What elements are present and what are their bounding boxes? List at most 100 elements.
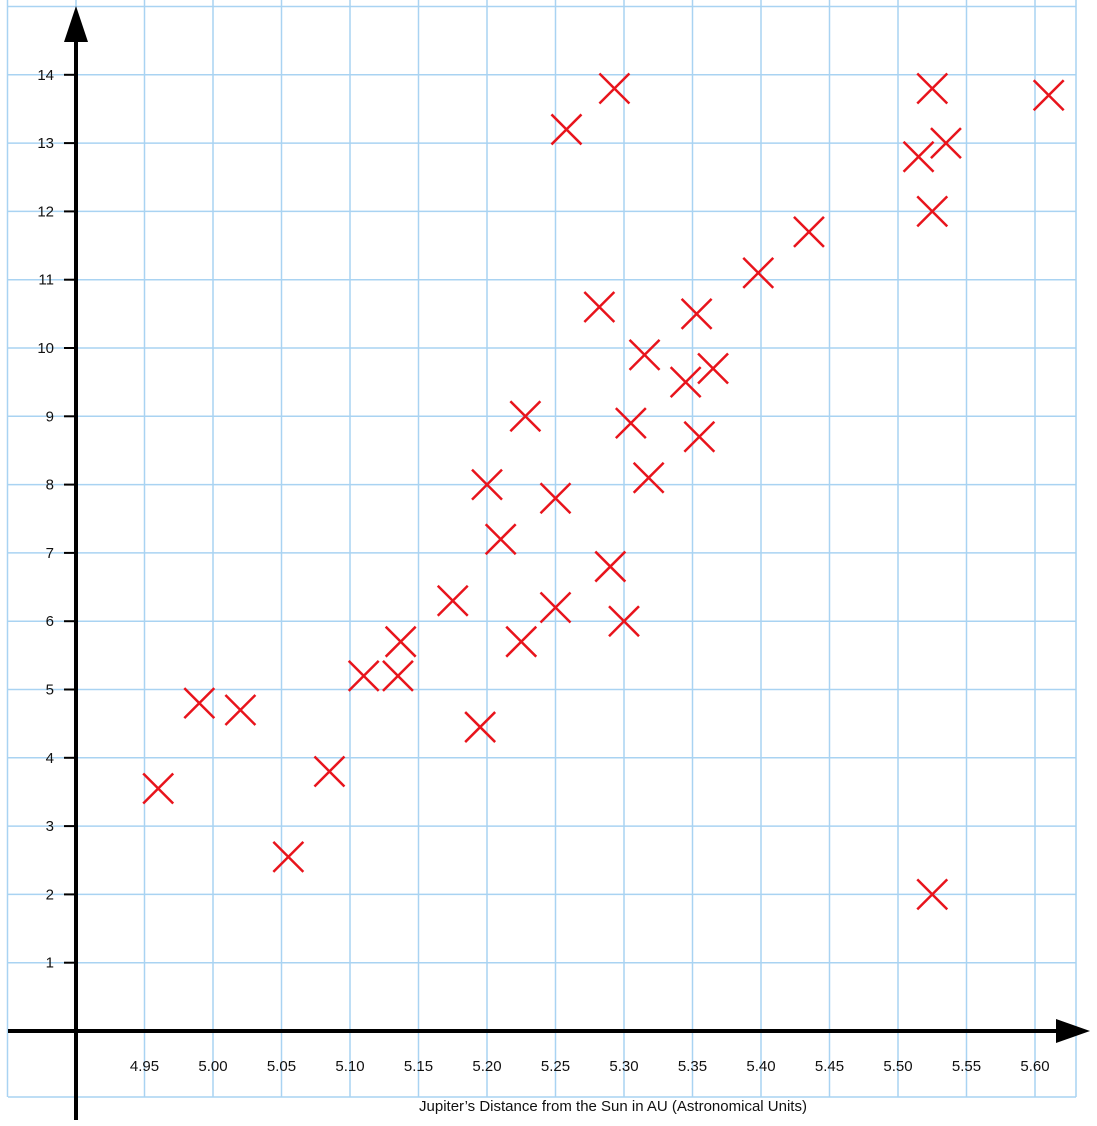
marker-stroke	[916, 195, 949, 228]
data-point-marker	[683, 420, 716, 453]
marker-stroke	[916, 878, 949, 911]
y-tick-label: 3	[46, 818, 54, 835]
x-tick-labels: 4.95 5.00 5.05 5.10 5.15 5.20 5.25 5.30 5.35 5.40…	[130, 1058, 1050, 1075]
marker-stroke	[614, 407, 647, 440]
data-point-marker	[464, 711, 497, 743]
data-point-marker	[550, 113, 583, 146]
data-point-marker	[902, 140, 935, 173]
data-point-marker	[1032, 79, 1065, 112]
data-point-marker	[680, 297, 713, 330]
data-point-marker	[484, 523, 517, 556]
x-tick-label: 5.45	[815, 1058, 844, 1075]
x-tick-label: 5.30	[609, 1058, 638, 1075]
data-points	[142, 72, 1065, 911]
y-tick-label: 6	[46, 613, 54, 630]
marker-stroke	[436, 584, 469, 617]
marker-stroke	[902, 140, 935, 173]
y-tick-label: 12	[37, 203, 54, 220]
y-tick-label: 2	[46, 886, 54, 903]
marker-stroke	[669, 366, 702, 399]
marker-stroke	[539, 482, 572, 515]
x-tick-label: 5.05	[267, 1058, 296, 1075]
data-point-marker	[628, 338, 661, 371]
x-tick-label: 4.95	[130, 1058, 159, 1075]
data-point-marker	[539, 482, 572, 515]
x-tick-label: 5.25	[541, 1058, 570, 1075]
marker-stroke	[793, 216, 825, 248]
y-tick-label: 4	[46, 750, 54, 767]
data-point-marker	[382, 659, 414, 692]
marker-stroke	[1032, 79, 1065, 112]
y-tick-label: 13	[37, 135, 54, 152]
marker-stroke	[224, 694, 257, 726]
marker-stroke	[272, 840, 305, 873]
y-axis-arrowhead	[64, 6, 88, 42]
x-tick-label: 5.40	[746, 1058, 775, 1075]
marker-stroke	[505, 625, 538, 658]
x-tick-label: 5.60	[1020, 1058, 1049, 1075]
marker-stroke	[471, 468, 503, 501]
data-point-marker	[594, 550, 627, 583]
data-point-marker	[272, 840, 305, 873]
marker-stroke	[539, 591, 572, 624]
x-tick-label: 5.15	[404, 1058, 433, 1075]
data-point-marker	[583, 291, 616, 323]
data-point-marker	[916, 878, 949, 911]
marker-stroke	[583, 291, 616, 323]
y-tick-label: 7	[46, 545, 54, 562]
marker-stroke	[742, 256, 775, 289]
data-point-marker	[742, 256, 775, 289]
marker-stroke	[916, 72, 949, 105]
marker-stroke	[313, 755, 346, 788]
data-point-marker	[471, 468, 503, 501]
data-point-marker	[930, 127, 962, 159]
data-point-marker	[183, 687, 216, 720]
data-point-marker	[793, 216, 825, 248]
x-tick-label: 5.10	[335, 1058, 364, 1075]
data-point-marker	[608, 605, 640, 638]
data-point-marker	[632, 461, 665, 494]
data-point-marker	[916, 195, 949, 228]
marker-stroke	[550, 113, 583, 146]
x-tick-label: 5.55	[952, 1058, 981, 1075]
data-point-marker	[539, 591, 572, 624]
y-tick-label: 8	[46, 477, 54, 494]
marker-stroke	[183, 687, 216, 720]
x-tick-label: 5.00	[198, 1058, 227, 1075]
marker-stroke	[384, 625, 417, 658]
x-axis-arrowhead	[1056, 1019, 1090, 1043]
data-point-marker	[614, 407, 647, 440]
data-point-marker	[347, 659, 380, 692]
data-point-marker	[598, 72, 631, 105]
data-point-marker	[505, 625, 538, 658]
marker-stroke	[930, 127, 962, 159]
data-point-marker	[436, 584, 469, 617]
marker-stroke	[680, 297, 713, 330]
data-point-marker	[509, 400, 542, 433]
data-point-marker	[142, 772, 175, 805]
marker-stroke	[509, 400, 542, 433]
x-axis-title: Jupiter’s Distance from the Sun in AU (A…	[419, 1098, 807, 1115]
marker-stroke	[632, 461, 665, 494]
data-point-marker	[224, 694, 257, 726]
data-point-marker	[384, 625, 417, 658]
marker-stroke	[382, 659, 414, 692]
y-tick-label: 14	[37, 67, 54, 84]
data-point-marker	[313, 755, 346, 788]
marker-stroke	[608, 605, 640, 638]
marker-stroke	[347, 659, 380, 692]
y-tick-label: 10	[37, 340, 54, 357]
marker-stroke	[594, 550, 627, 583]
marker-stroke	[484, 523, 517, 556]
grid	[6, 0, 1077, 1098]
x-tick-label: 5.20	[472, 1058, 501, 1075]
marker-stroke	[598, 72, 631, 105]
y-tick-label: 11	[38, 272, 54, 289]
y-tick-label: 1	[46, 955, 54, 972]
x-tick-label: 5.50	[883, 1058, 912, 1075]
y-tick-label: 5	[46, 682, 54, 699]
data-point-marker	[697, 352, 729, 385]
